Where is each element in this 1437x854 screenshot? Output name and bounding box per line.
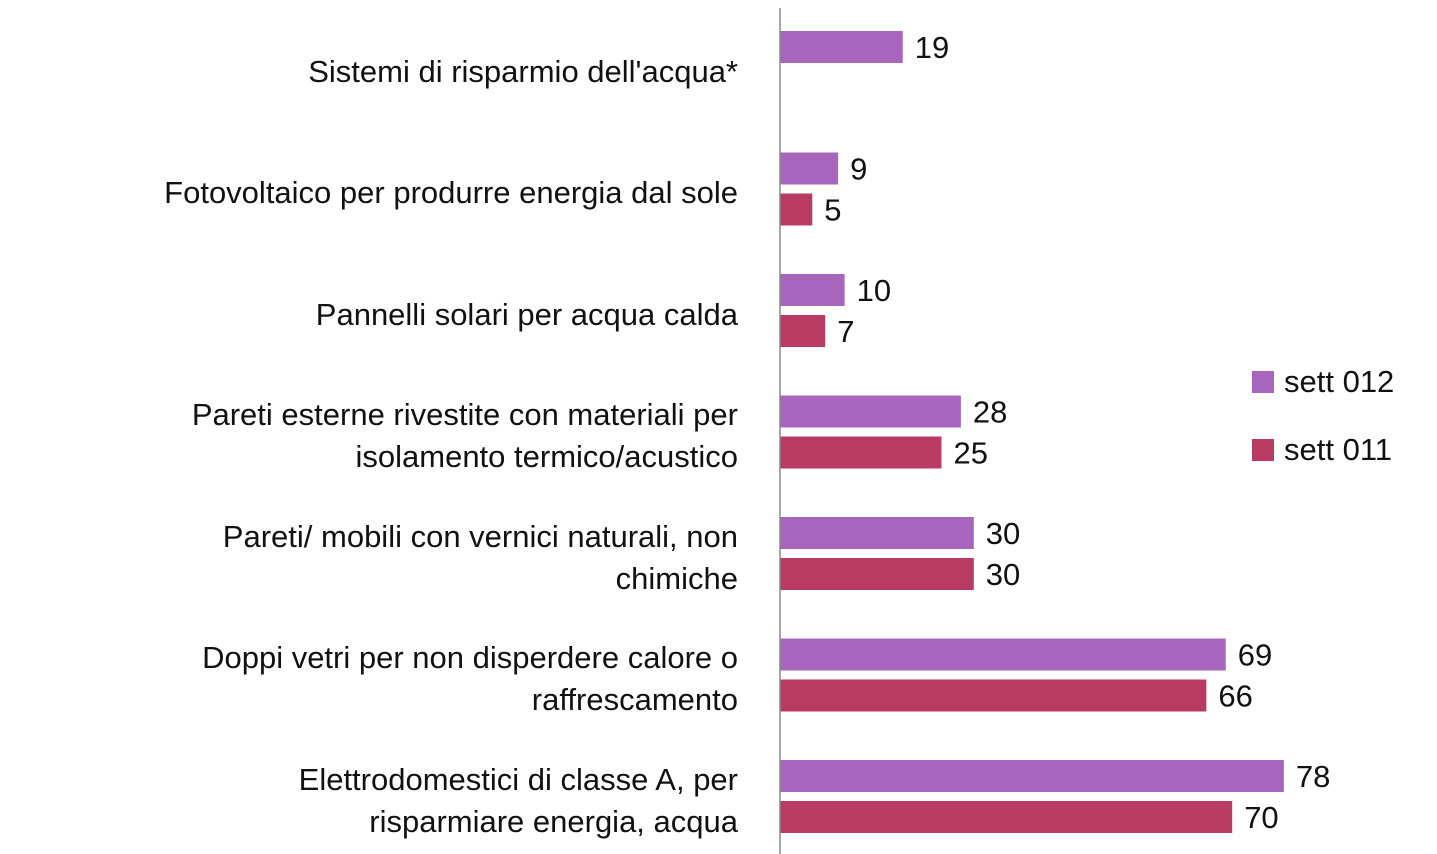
data-label: 70: [1244, 800, 1278, 835]
data-label: 10: [857, 273, 891, 308]
data-label: 30: [986, 516, 1020, 551]
bar: [780, 517, 974, 549]
legend-label: sett 011: [1284, 432, 1392, 467]
bar: [780, 801, 1233, 833]
category-label: Pareti esterne rivestite con materiali p…: [191, 397, 738, 474]
bar: [780, 193, 813, 226]
category-label: Elettrodomestici di classe A, per rispar…: [298, 761, 738, 839]
bar: [780, 558, 974, 590]
category-label: Sistemi di risparmio dell'acqua*: [308, 53, 738, 89]
category-label: Pannelli solari per acqua calda: [315, 296, 738, 332]
bar: [780, 679, 1207, 712]
bar: [780, 315, 826, 347]
data-label: 19: [915, 30, 949, 65]
data-label: 7: [837, 314, 854, 349]
data-label: 66: [1218, 679, 1252, 714]
bar: [780, 395, 961, 428]
data-label: 9: [850, 152, 867, 187]
data-label: 69: [1238, 638, 1272, 673]
category-label: Doppi vetri per non disperdere calore o …: [202, 640, 738, 717]
data-label: 5: [824, 193, 841, 228]
legend-swatch: [1252, 371, 1274, 393]
data-label: 25: [954, 436, 988, 471]
legend-label: sett 012: [1284, 364, 1394, 399]
category-label: Fotovoltaico per produrre energia dal so…: [164, 175, 738, 210]
bar: [780, 31, 903, 63]
bar: [780, 638, 1226, 671]
bar: [780, 274, 845, 306]
legend-swatch: [1252, 439, 1274, 461]
bar: [780, 760, 1284, 792]
category-label: Pareti/ mobili con vernici naturali, non…: [222, 518, 738, 596]
bar: [780, 436, 942, 469]
data-label: 30: [986, 557, 1020, 592]
data-label: 78: [1296, 759, 1330, 794]
bar: [780, 152, 839, 185]
data-label: 28: [973, 395, 1007, 430]
